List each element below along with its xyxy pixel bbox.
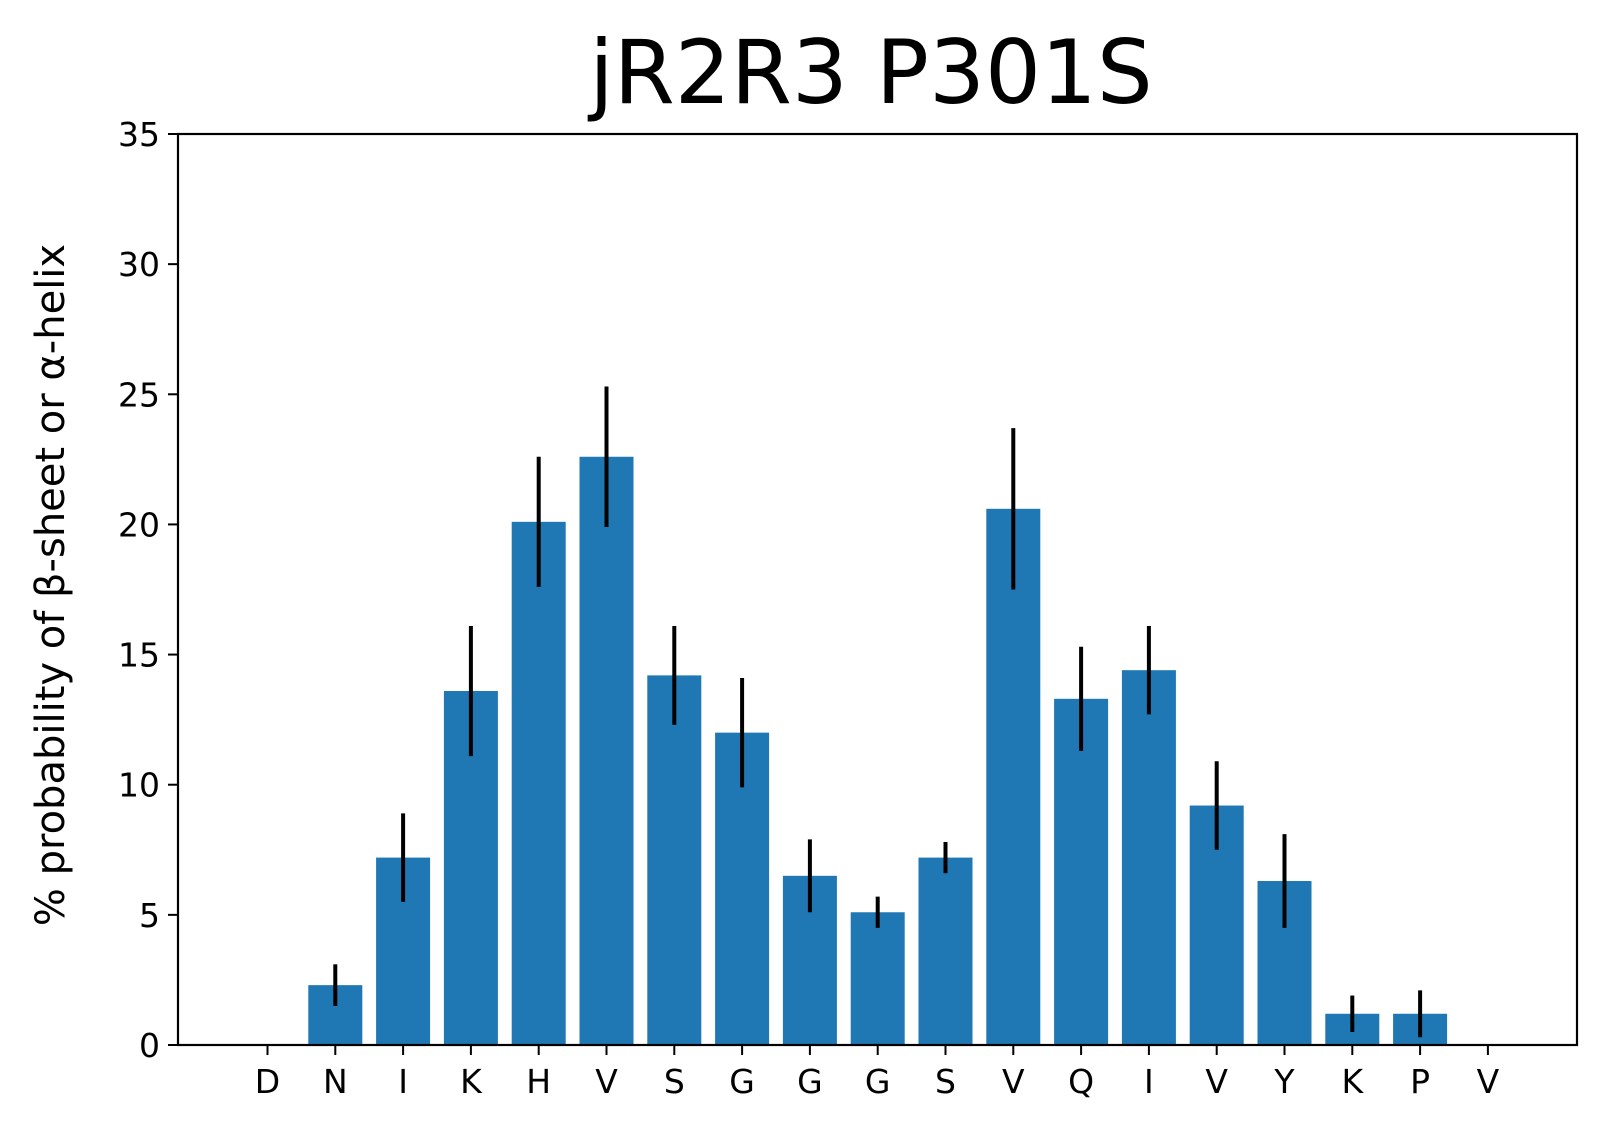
x-tick-label: G: [797, 1062, 823, 1101]
bar-6: [579, 456, 634, 1045]
y-tick-label: 20: [118, 505, 160, 544]
x-tick-label: V: [1002, 1062, 1025, 1101]
bars-layer: [308, 456, 1448, 1046]
x-tick-label: Y: [1273, 1062, 1295, 1101]
bar-5: [511, 521, 566, 1045]
y-tick-label: 25: [118, 375, 160, 414]
y-tick-label: 35: [118, 115, 160, 154]
x-tick-label: S: [664, 1062, 685, 1101]
x-tick-label: N: [323, 1062, 348, 1101]
y-axis-ticks: 0 5 10 15 20 25 30 35: [118, 115, 178, 1065]
x-tick-label: S: [935, 1062, 956, 1101]
y-tick-label: 30: [118, 245, 160, 284]
x-tick-label: Q: [1068, 1062, 1094, 1101]
y-tick-label: 5: [139, 896, 160, 935]
y-tick-label: 10: [118, 766, 160, 805]
x-tick-label: D: [255, 1062, 280, 1101]
y-axis-label: % probability of β-sheet or α-helix: [28, 244, 74, 926]
bar-13: [1054, 698, 1109, 1045]
chart-title: jR2R3 P301S: [587, 21, 1153, 124]
x-tick-label: I: [1144, 1062, 1154, 1101]
x-tick-label: V: [1477, 1062, 1500, 1101]
x-tick-label: K: [460, 1062, 483, 1101]
x-tick-label: P: [1410, 1062, 1430, 1101]
bar-14: [1121, 670, 1176, 1045]
bar-12: [986, 508, 1041, 1046]
x-tick-label: G: [865, 1062, 891, 1101]
plot-area-frame: [176, 132, 1579, 1047]
x-tick-label: G: [729, 1062, 755, 1101]
x-tick-label: V: [1205, 1062, 1228, 1101]
y-tick-label: 0: [139, 1026, 160, 1065]
x-tick-label: H: [526, 1062, 551, 1101]
x-tick-label: V: [595, 1062, 618, 1101]
error-bars-layer: [333, 386, 1423, 1038]
bar-11: [918, 857, 973, 1045]
bar-7: [647, 675, 702, 1045]
x-tick-label: K: [1341, 1062, 1364, 1101]
y-tick-label: 15: [118, 636, 160, 675]
bar-10: [850, 912, 905, 1045]
x-tick-label: I: [398, 1062, 408, 1101]
